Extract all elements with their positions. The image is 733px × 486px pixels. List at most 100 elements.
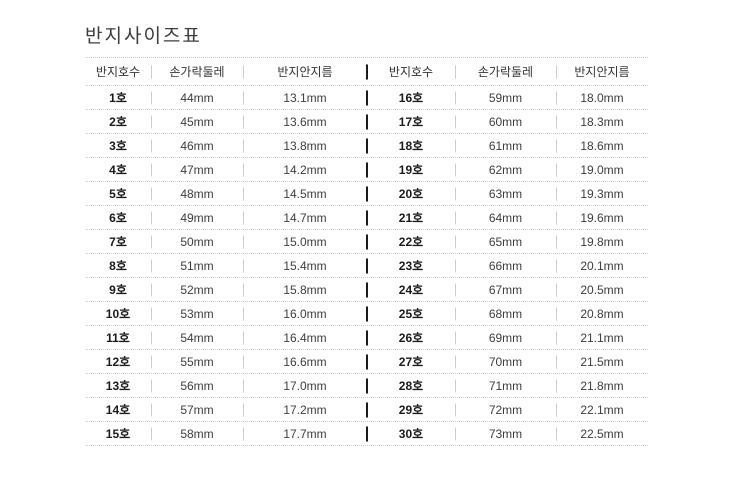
header-ring-size-right: 반지호수	[367, 58, 455, 85]
table-row: 2호 45mm 13.6mm 17호 60mm 18.3mm	[85, 110, 648, 134]
inner-diameter-value: 14.2mm	[243, 158, 367, 181]
table-row: 14호 57mm 17.2mm 29호 72mm 22.1mm	[85, 398, 648, 422]
inner-diameter-value: 19.6mm	[556, 206, 648, 229]
finger-circumference-value: 53mm	[151, 302, 243, 325]
table-row: 15호 58mm 17.7mm 30호 73mm 22.5mm	[85, 422, 648, 446]
finger-circumference-value: 44mm	[151, 86, 243, 109]
ring-size-value: 22호	[367, 230, 455, 253]
inner-diameter-value: 20.1mm	[556, 254, 648, 277]
table-row: 10호 53mm 16.0mm 25호 68mm 20.8mm	[85, 302, 648, 326]
table-row: 5호 48mm 14.5mm 20호 63mm 19.3mm	[85, 182, 648, 206]
finger-circumference-value: 72mm	[455, 398, 556, 421]
inner-diameter-value: 16.4mm	[243, 326, 367, 349]
inner-diameter-value: 16.6mm	[243, 350, 367, 373]
ring-size-value: 21호	[367, 206, 455, 229]
finger-circumference-value: 66mm	[455, 254, 556, 277]
inner-diameter-value: 21.5mm	[556, 350, 648, 373]
finger-circumference-value: 58mm	[151, 422, 243, 445]
inner-diameter-value: 19.0mm	[556, 158, 648, 181]
inner-diameter-value: 20.5mm	[556, 278, 648, 301]
table-row: 12호 55mm 16.6mm 27호 70mm 21.5mm	[85, 350, 648, 374]
inner-diameter-value: 22.5mm	[556, 422, 648, 445]
inner-diameter-value: 19.8mm	[556, 230, 648, 253]
finger-circumference-value: 60mm	[455, 110, 556, 133]
inner-diameter-value: 15.8mm	[243, 278, 367, 301]
finger-circumference-value: 51mm	[151, 254, 243, 277]
inner-diameter-value: 17.2mm	[243, 398, 367, 421]
inner-diameter-value: 13.6mm	[243, 110, 367, 133]
finger-circumference-value: 45mm	[151, 110, 243, 133]
inner-diameter-value: 17.7mm	[243, 422, 367, 445]
ring-size-value: 3호	[109, 139, 127, 153]
finger-circumference-value: 49mm	[151, 206, 243, 229]
inner-diameter-value: 20.8mm	[556, 302, 648, 325]
inner-diameter-value: 18.6mm	[556, 134, 648, 157]
finger-circumference-value: 63mm	[455, 182, 556, 205]
table-row: 13호 56mm 17.0mm 28호 71mm 21.8mm	[85, 374, 648, 398]
table-row: 8호 51mm 15.4mm 23호 66mm 20.1mm	[85, 254, 648, 278]
header-inner-diameter-left: 반지안지름	[243, 58, 367, 85]
table-row: 1호 44mm 13.1mm 16호 59mm 18.0mm	[85, 86, 648, 110]
ring-size-value: 15호	[105, 427, 131, 441]
table-row: 4호 47mm 14.2mm 19호 62mm 19.0mm	[85, 158, 648, 182]
finger-circumference-value: 52mm	[151, 278, 243, 301]
finger-circumference-value: 47mm	[151, 158, 243, 181]
finger-circumference-value: 69mm	[455, 326, 556, 349]
finger-circumference-value: 70mm	[455, 350, 556, 373]
ring-size-value: 1호	[109, 91, 127, 105]
ring-size-value: 23호	[367, 254, 455, 277]
table-row: 11호 54mm 16.4mm 26호 69mm 21.1mm	[85, 326, 648, 350]
inner-diameter-value: 14.7mm	[243, 206, 367, 229]
ring-size-value: 19호	[367, 158, 455, 181]
ring-size-value: 6호	[109, 211, 127, 225]
inner-diameter-value: 22.1mm	[556, 398, 648, 421]
ring-size-value: 9호	[109, 283, 127, 297]
finger-circumference-value: 64mm	[455, 206, 556, 229]
table-row: 7호 50mm 15.0mm 22호 65mm 19.8mm	[85, 230, 648, 254]
ring-size-value: 29호	[367, 398, 455, 421]
ring-size-value: 27호	[367, 350, 455, 373]
ring-size-value: 8호	[109, 259, 127, 273]
inner-diameter-value: 15.0mm	[243, 230, 367, 253]
finger-circumference-value: 46mm	[151, 134, 243, 157]
finger-circumference-value: 67mm	[455, 278, 556, 301]
inner-diameter-value: 18.0mm	[556, 86, 648, 109]
ring-size-value: 18호	[367, 134, 455, 157]
finger-circumference-value: 56mm	[151, 374, 243, 397]
table-row: 9호 52mm 15.8mm 24호 67mm 20.5mm	[85, 278, 648, 302]
header-finger-circumference-right: 손가락둘레	[455, 58, 556, 85]
finger-circumference-value: 65mm	[455, 230, 556, 253]
inner-diameter-value: 17.0mm	[243, 374, 367, 397]
ring-size-value: 20호	[367, 182, 455, 205]
table-header-row: 반지호수 손가락둘레 반지안지름 반지호수 손가락둘레 반지안지름	[85, 57, 648, 86]
ring-size-table: 반지호수 손가락둘레 반지안지름 반지호수 손가락둘레 반지안지름 1호 44m…	[85, 57, 648, 446]
inner-diameter-value: 16.0mm	[243, 302, 367, 325]
ring-size-value: 30호	[367, 422, 455, 445]
inner-diameter-value: 19.3mm	[556, 182, 648, 205]
table-body: 1호 44mm 13.1mm 16호 59mm 18.0mm 2호 45mm 1…	[85, 86, 648, 446]
finger-circumference-value: 71mm	[455, 374, 556, 397]
ring-size-value: 24호	[367, 278, 455, 301]
ring-size-value: 11호	[106, 331, 130, 345]
finger-circumference-value: 48mm	[151, 182, 243, 205]
finger-circumference-value: 59mm	[455, 86, 556, 109]
ring-size-value: 25호	[367, 302, 455, 325]
ring-size-value: 28호	[367, 374, 455, 397]
ring-size-value: 26호	[367, 326, 455, 349]
finger-circumference-value: 62mm	[455, 158, 556, 181]
finger-circumference-value: 57mm	[151, 398, 243, 421]
inner-diameter-value: 21.8mm	[556, 374, 648, 397]
ring-size-value: 10호	[105, 307, 131, 321]
inner-diameter-value: 21.1mm	[556, 326, 648, 349]
ring-size-value: 17호	[367, 110, 455, 133]
finger-circumference-value: 50mm	[151, 230, 243, 253]
ring-size-value: 5호	[109, 187, 127, 201]
inner-diameter-value: 15.4mm	[243, 254, 367, 277]
inner-diameter-value: 13.8mm	[243, 134, 367, 157]
ring-size-value: 2호	[109, 115, 127, 129]
inner-diameter-value: 14.5mm	[243, 182, 367, 205]
table-row: 6호 49mm 14.7mm 21호 64mm 19.6mm	[85, 206, 648, 230]
finger-circumference-value: 54mm	[151, 326, 243, 349]
inner-diameter-value: 13.1mm	[243, 86, 367, 109]
page-title: 반지사이즈표	[85, 26, 202, 47]
